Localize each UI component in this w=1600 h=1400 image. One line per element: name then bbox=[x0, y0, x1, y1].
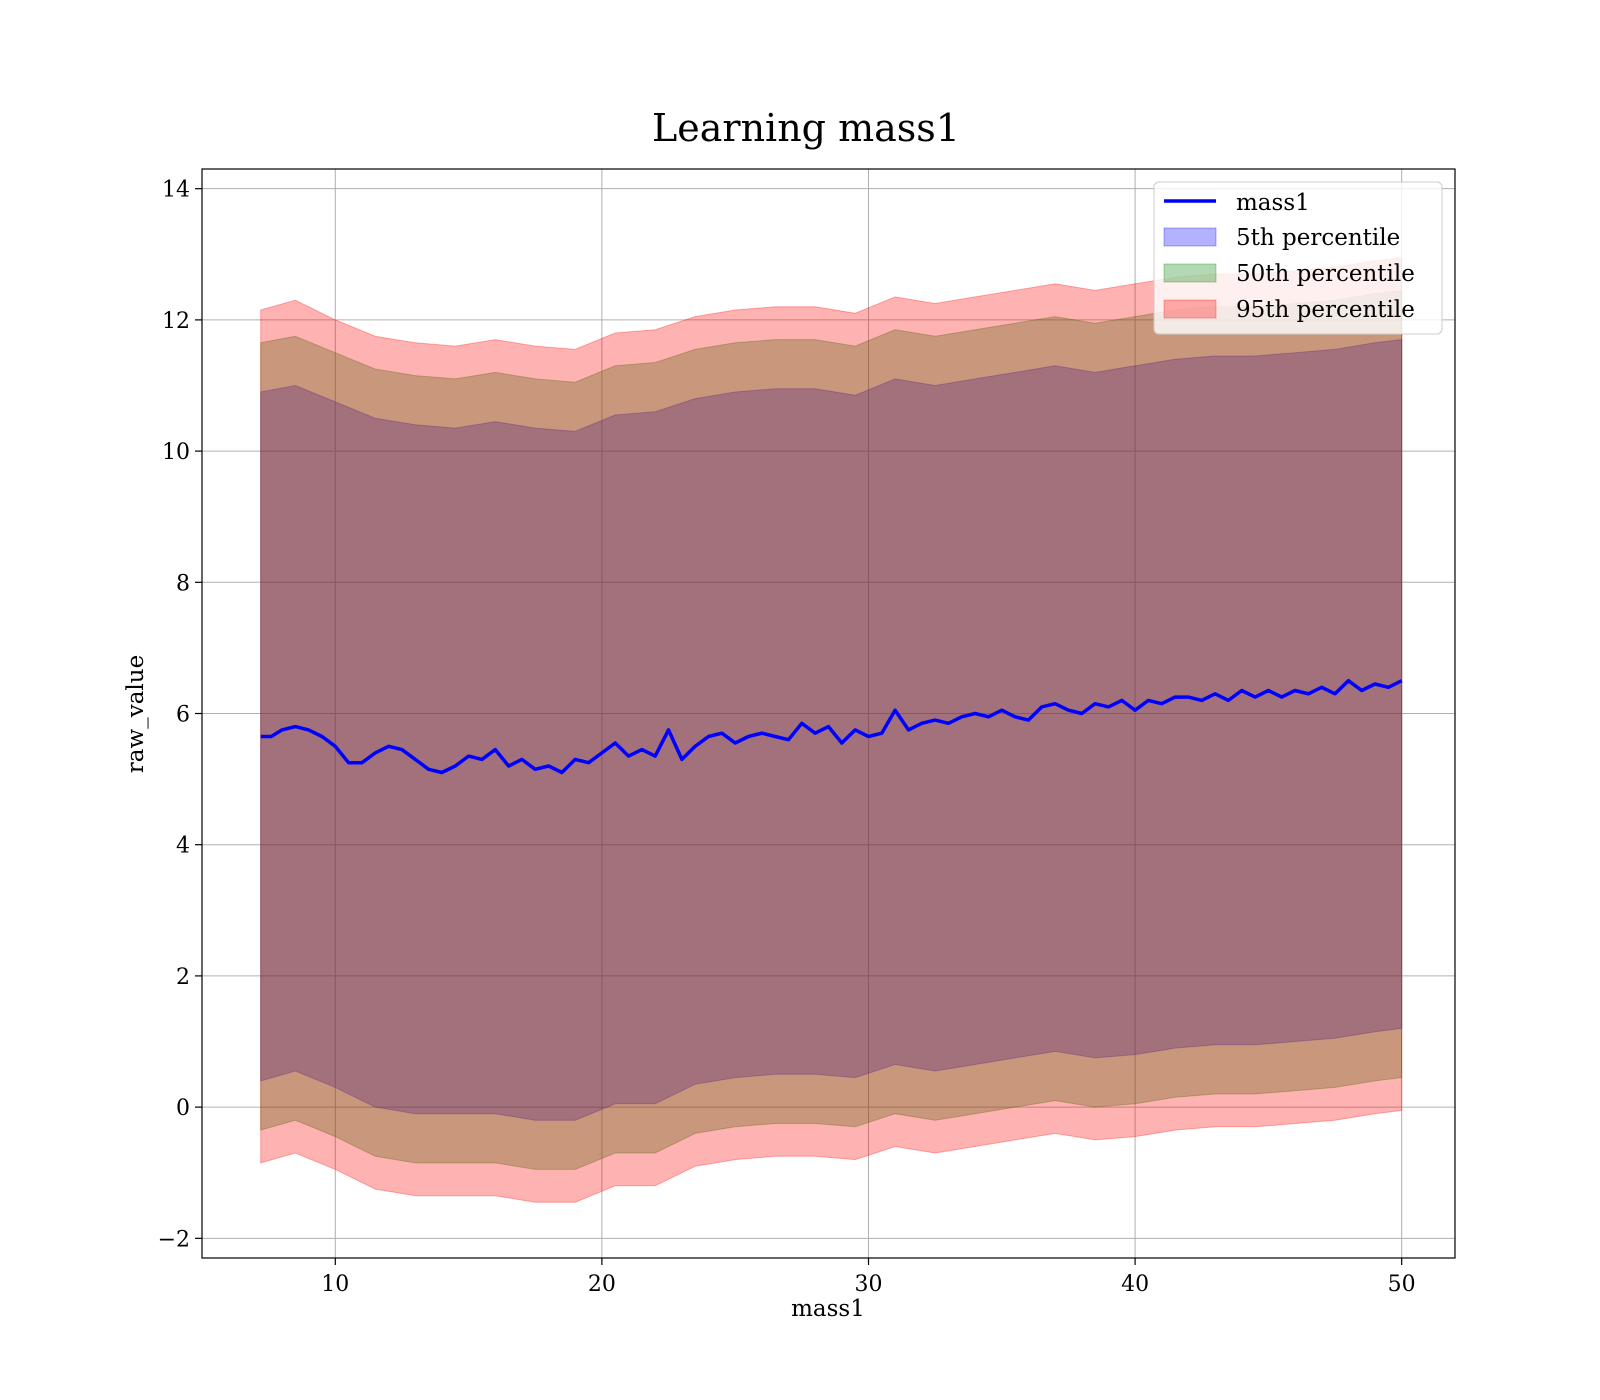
y-tick-label: 8 bbox=[176, 571, 190, 596]
chart-title: Learning mass1 bbox=[652, 106, 960, 150]
y-tick-label: 0 bbox=[176, 1096, 190, 1121]
y-axis-ticks: −2 0 2 4 6 8 10 12 14 bbox=[158, 178, 202, 1252]
y-tick-label: 6 bbox=[176, 703, 190, 728]
legend-swatch-95th-percentile bbox=[1163, 299, 1217, 319]
line-mass1 bbox=[260, 678, 1403, 775]
x-tick-label: 50 bbox=[1388, 1272, 1416, 1297]
legend-label-mass1: mass1 bbox=[1236, 190, 1310, 216]
percentile-bands bbox=[260, 257, 1403, 1203]
legend: mass1 5th percentile 50th percentile 95t… bbox=[1153, 181, 1443, 335]
x-tick-label: 20 bbox=[588, 1272, 616, 1297]
legend-label-95th-percentile: 95th percentile bbox=[1236, 297, 1415, 323]
x-axis-ticks: 10 20 30 40 50 bbox=[321, 1258, 1416, 1297]
y-tick-label: 10 bbox=[162, 440, 190, 465]
legend-label-5th-percentile: 5th percentile bbox=[1236, 225, 1400, 251]
x-axis-label: mass1 bbox=[791, 1296, 865, 1322]
y-tick-label: 4 bbox=[176, 834, 190, 859]
grid-lines bbox=[202, 169, 1455, 1258]
x-tick-label: 30 bbox=[854, 1272, 882, 1297]
legend-swatch-50th-percentile bbox=[1163, 263, 1217, 283]
series-lines bbox=[260, 678, 1403, 775]
y-axis-label: raw_value bbox=[123, 655, 149, 773]
y-tick-label: −2 bbox=[158, 1227, 190, 1252]
y-tick-label: 2 bbox=[176, 965, 190, 990]
y-tick-label: 12 bbox=[162, 309, 190, 334]
legend-swatch-5th-percentile bbox=[1163, 227, 1217, 247]
y-tick-label: 14 bbox=[162, 178, 190, 203]
x-tick-label: 10 bbox=[321, 1272, 349, 1297]
legend-label-50th-percentile: 50th percentile bbox=[1236, 261, 1415, 287]
x-tick-label: 40 bbox=[1121, 1272, 1149, 1297]
legend-box bbox=[1153, 181, 1443, 335]
